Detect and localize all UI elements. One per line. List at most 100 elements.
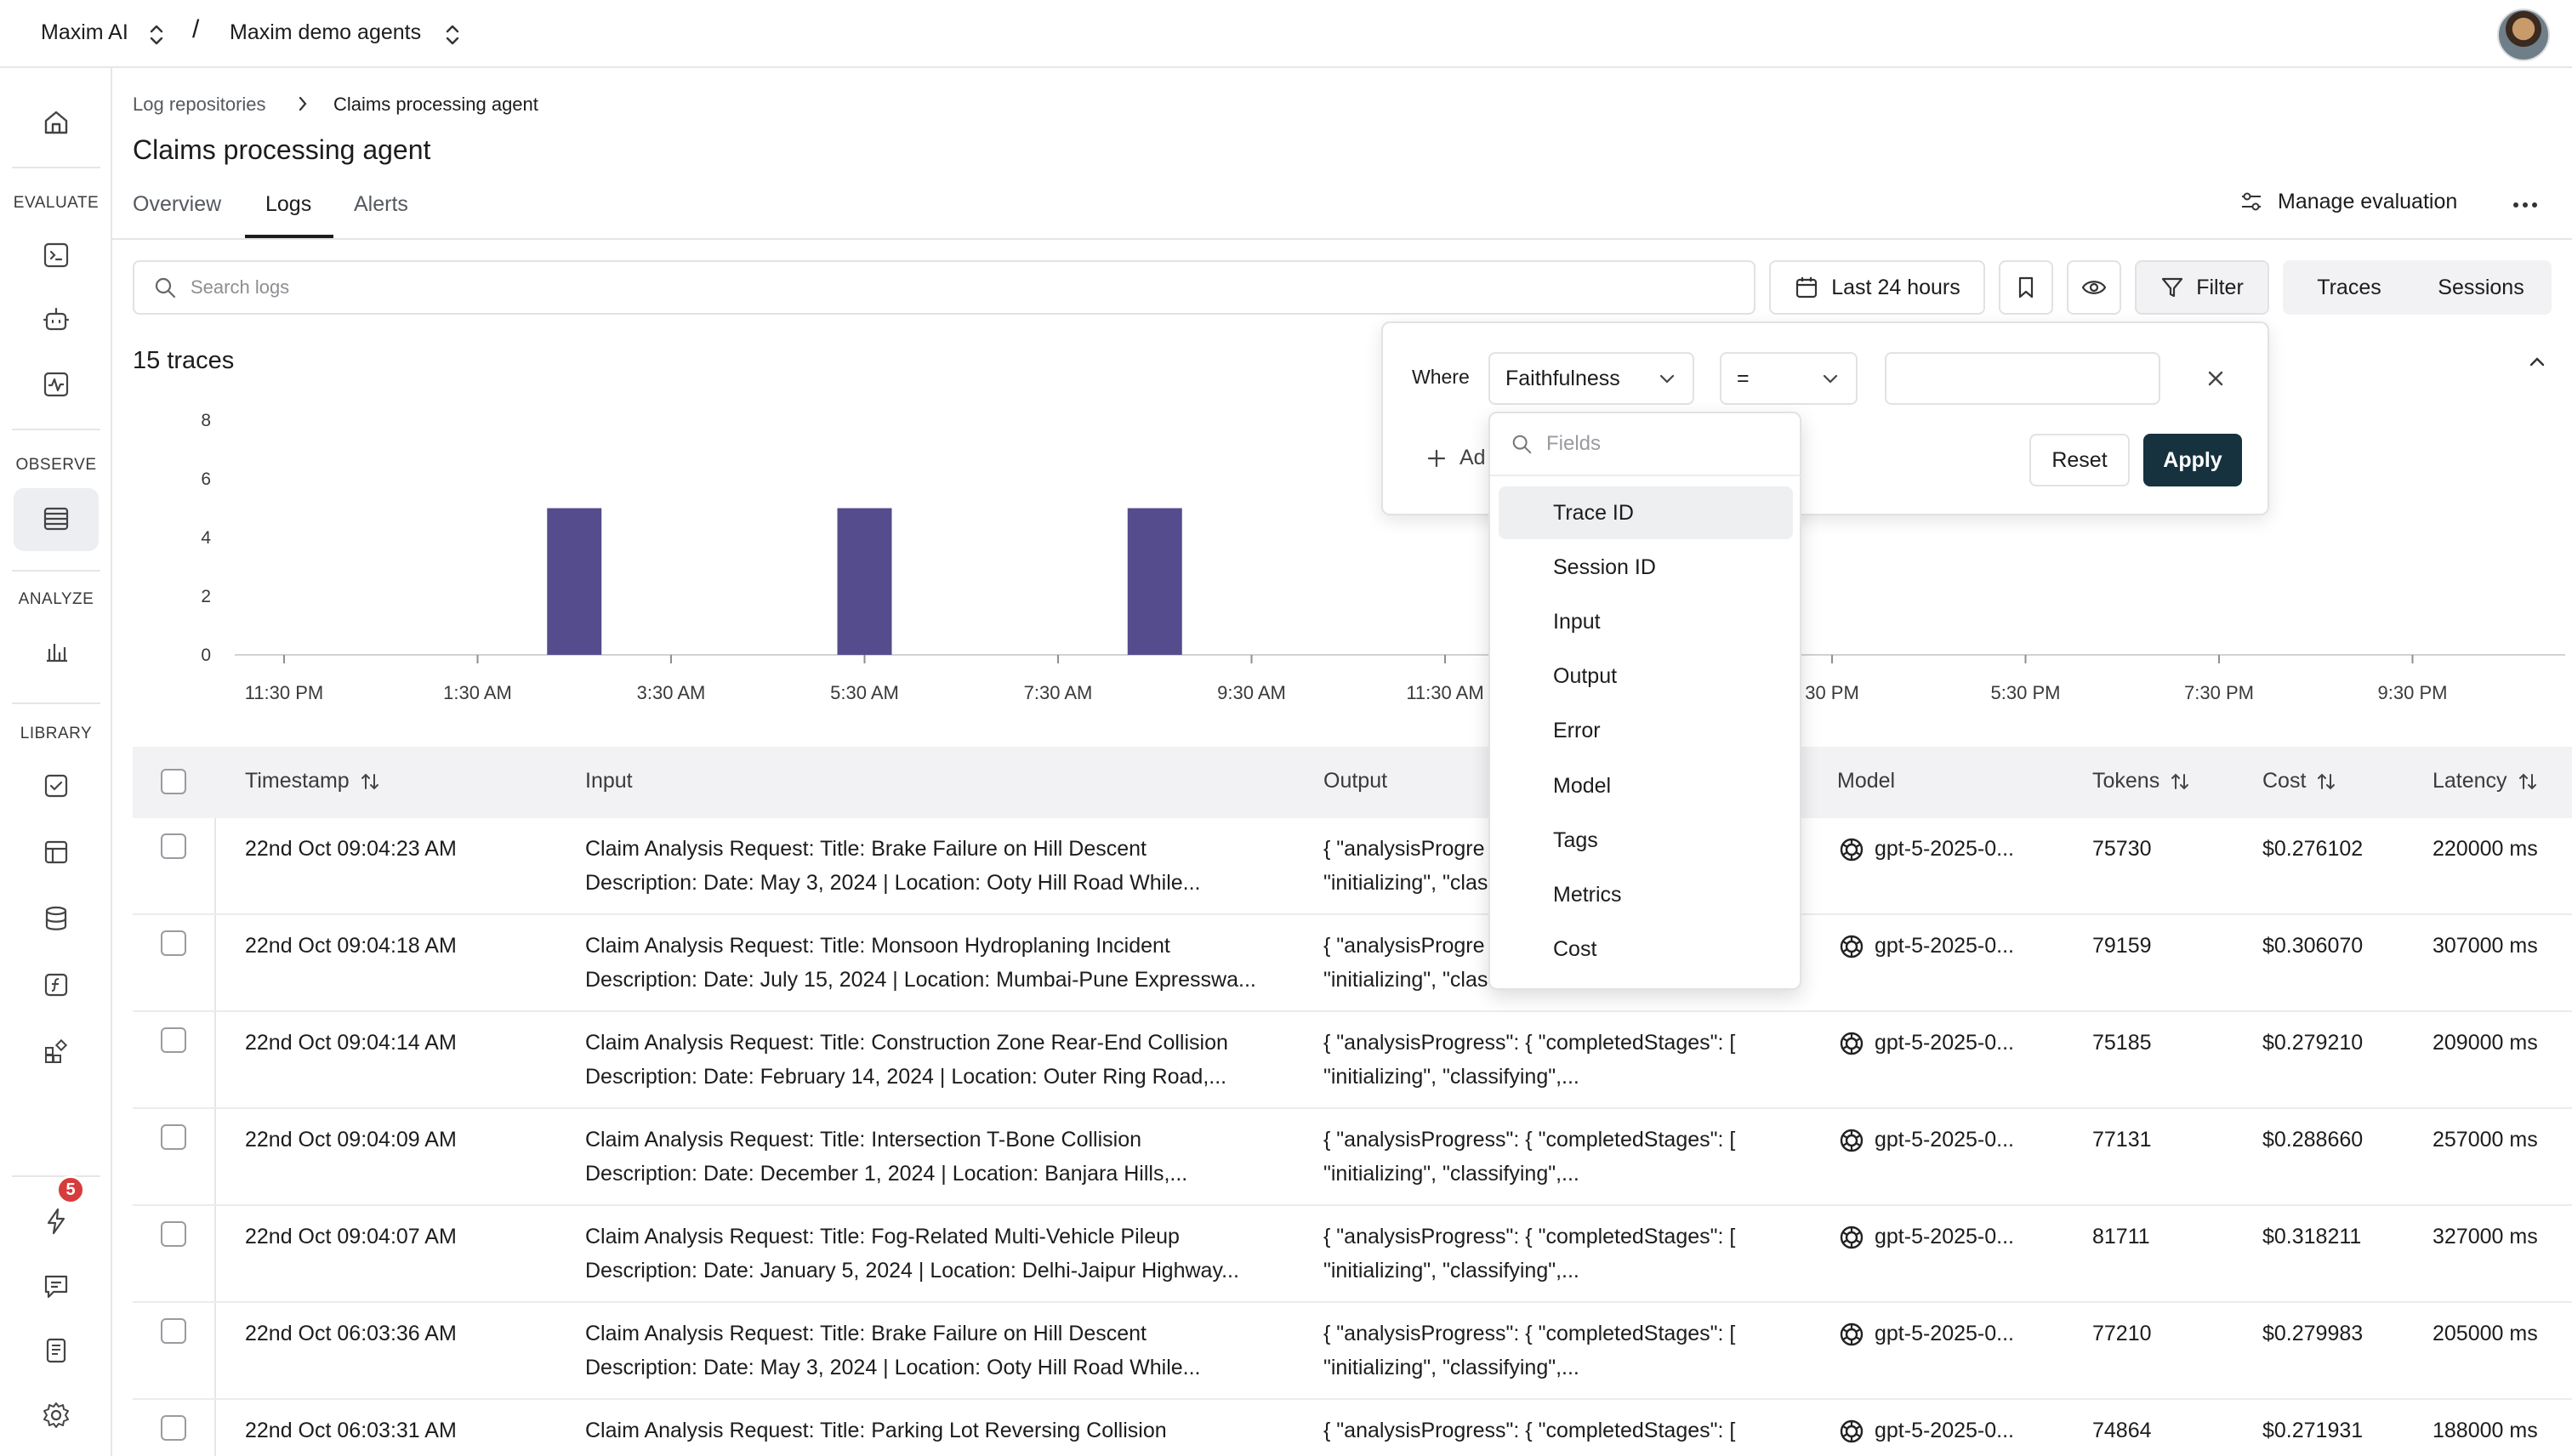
histogram-bar[interactable]	[1127, 508, 1182, 656]
workspace-switcher-label[interactable]: Maxim demo agents	[230, 20, 422, 44]
bot-icon[interactable]	[37, 301, 75, 338]
settings-gear-icon[interactable]	[37, 1396, 75, 1434]
table-icon[interactable]	[37, 833, 75, 871]
terminal-icon[interactable]	[37, 236, 75, 274]
lightning-icon[interactable]	[37, 1203, 75, 1240]
chevron-down-icon	[1659, 374, 1675, 384]
select-all-checkbox[interactable]	[161, 769, 186, 794]
logs-icon[interactable]	[37, 500, 75, 537]
x-tick-label: 3:30 AM	[637, 682, 706, 703]
field-option-error[interactable]: Error	[1553, 719, 1601, 743]
sidebar-divider	[12, 429, 100, 430]
view-button[interactable]	[2067, 260, 2121, 315]
sidebar: EVALUATE OBSERVE ANALYZE LIBRARY 5	[0, 68, 112, 1456]
sort-icon[interactable]	[2516, 770, 2540, 793]
field-option-model[interactable]: Model	[1553, 773, 1612, 798]
table-row[interactable]	[133, 818, 2572, 915]
user-avatar[interactable]	[2497, 9, 2550, 61]
row-checkbox[interactable]	[161, 930, 186, 956]
bookmark-button[interactable]	[1999, 260, 2053, 315]
table-row[interactable]	[133, 1012, 2572, 1109]
column-header-timestamp[interactable]: Timestamp	[245, 769, 382, 793]
field-option-session-id[interactable]: Session ID	[1553, 555, 1656, 579]
field-option-metrics[interactable]: Metrics	[1553, 882, 1622, 907]
tokens-cell: 74864	[2092, 1419, 2152, 1442]
cost-cell: $0.306070	[2262, 934, 2364, 958]
function-icon[interactable]	[37, 966, 75, 1004]
input-line-1: Claim Analysis Request: Title: Intersect…	[585, 1128, 1142, 1152]
fields-dropdown: Fields Trace ID Session ID Input Output Erro…	[1488, 412, 1803, 990]
document-icon[interactable]	[37, 1332, 75, 1369]
close-icon[interactable]	[2203, 366, 2228, 391]
checklist-icon[interactable]	[37, 767, 75, 805]
x-tick-label: 11:30 PM	[245, 682, 324, 703]
table-row[interactable]	[133, 1206, 2572, 1303]
column-header-latency[interactable]: Latency	[2433, 769, 2540, 793]
column-header-cost[interactable]: Cost	[2262, 769, 2338, 793]
bar-chart-icon[interactable]	[37, 633, 75, 670]
row-checkbox[interactable]	[161, 1027, 186, 1053]
latency-cell: 327000 ms	[2433, 1225, 2538, 1248]
x-tick-label: 9:30 PM	[2378, 682, 2448, 703]
tokens-cell: 75185	[2092, 1031, 2152, 1055]
breadcrumb-parent-link[interactable]: Log repositories	[133, 94, 266, 115]
histogram-bar[interactable]	[547, 508, 602, 656]
database-icon[interactable]	[37, 900, 75, 937]
input-line-1: Claim Analysis Request: Title: Construct…	[585, 1031, 1228, 1055]
time-range-button[interactable]: Last 24 hours	[1769, 260, 1985, 315]
field-option-tags[interactable]: Tags	[1553, 828, 1598, 852]
checkbox-column-divider	[214, 818, 216, 1456]
table-body	[0, 818, 2572, 1456]
filter-button[interactable]: Filter	[2135, 260, 2269, 315]
chevron-updown-icon[interactable]	[444, 22, 461, 48]
sort-icon[interactable]	[358, 770, 382, 793]
traces-toggle[interactable]: Traces	[2288, 265, 2410, 310]
chevron-up-icon[interactable]	[2524, 349, 2550, 374]
message-icon[interactable]	[37, 1267, 75, 1305]
filter-value-input[interactable]	[1885, 352, 2160, 405]
org-switcher-label[interactable]: Maxim AI	[41, 20, 128, 44]
home-icon[interactable]	[37, 104, 75, 141]
x-tick-label: 9:30 AM	[1217, 682, 1286, 703]
filter-operator-select[interactable]: =	[1720, 352, 1858, 405]
add-filter-button[interactable]: Ad	[1425, 446, 1486, 470]
apply-button[interactable]: Apply	[2143, 434, 2242, 486]
field-option-trace-id[interactable]: Trace ID	[1499, 486, 1793, 539]
cost-cell: $0.279983	[2262, 1322, 2364, 1345]
row-checkbox[interactable]	[161, 1415, 186, 1441]
activity-icon[interactable]	[37, 366, 75, 403]
sort-icon[interactable]	[2314, 770, 2338, 793]
more-options-icon[interactable]	[2511, 192, 2540, 218]
field-option-input[interactable]: Input	[1553, 609, 1601, 634]
blocks-icon[interactable]	[37, 1032, 75, 1070]
timestamp-cell: 22nd Oct 09:04:07 AM	[245, 1225, 457, 1248]
row-checkbox[interactable]	[161, 833, 186, 859]
tab-overview[interactable]: Overview	[133, 192, 222, 216]
table-row[interactable]	[133, 915, 2572, 1012]
table-row[interactable]	[133, 1109, 2572, 1206]
output-line-2: "initializing", "classifying",...	[1323, 1065, 1579, 1089]
sort-icon[interactable]	[2168, 770, 2192, 793]
fields-search-input[interactable]: Fields	[1546, 432, 1602, 455]
manage-evaluation-button[interactable]: Manage evaluation	[2239, 189, 2457, 214]
chevron-updown-icon[interactable]	[148, 22, 165, 48]
histogram-bar[interactable]	[837, 508, 892, 656]
fields-search[interactable]: Fields	[1490, 413, 1803, 476]
tab-logs[interactable]: Logs	[265, 192, 312, 216]
filter-field-select[interactable]: Faithfulness	[1488, 352, 1694, 405]
search-box[interactable]: Search logs	[133, 260, 1755, 315]
row-checkbox[interactable]	[161, 1124, 186, 1150]
chevron-down-icon	[1823, 374, 1838, 384]
tab-alerts[interactable]: Alerts	[354, 192, 408, 216]
table-row[interactable]	[133, 1303, 2572, 1400]
time-range-label: Last 24 hours	[1831, 275, 1960, 299]
sessions-toggle[interactable]: Sessions	[2416, 265, 2546, 310]
column-header-tokens[interactable]: Tokens	[2092, 769, 2192, 793]
field-option-output[interactable]: Output	[1553, 664, 1618, 689]
field-option-cost[interactable]: Cost	[1553, 937, 1597, 962]
output-line-2: "initializing", "clas	[1323, 968, 1488, 992]
reset-button[interactable]: Reset	[2029, 434, 2130, 486]
row-checkbox[interactable]	[161, 1221, 186, 1247]
row-checkbox[interactable]	[161, 1318, 186, 1344]
search-input[interactable]: Search logs	[191, 276, 290, 298]
